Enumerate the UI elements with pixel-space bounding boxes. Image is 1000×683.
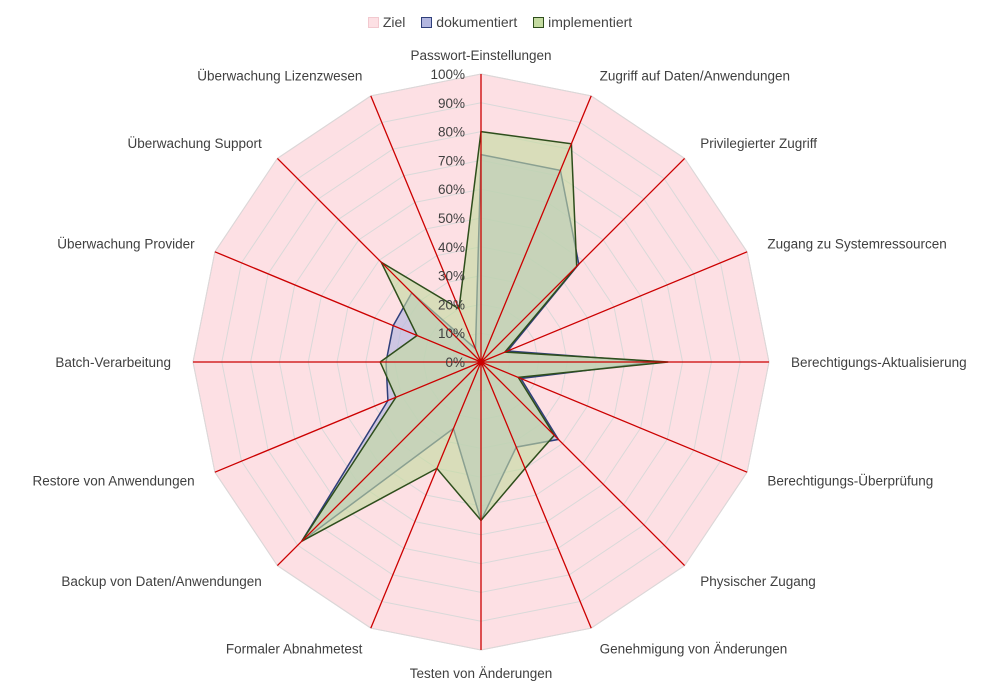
axis-spoke-10 xyxy=(370,361,482,629)
category-label-16: Überwachung Lizenzwesen xyxy=(197,69,362,84)
axis-spoke-4 xyxy=(480,251,748,363)
tick-label-layer: 0% 10% 20% 30% 40% 50% 60% 70% 80% 90% 100% xyxy=(430,67,465,370)
legend-label-ziel: Ziel xyxy=(382,14,406,30)
axis-spoke-3 xyxy=(480,157,686,363)
axis-spoke-14 xyxy=(214,251,482,363)
axis-spoke-6 xyxy=(480,361,748,473)
category-label-11: Backup von Daten/Anwendungen xyxy=(61,574,261,589)
tick-label-10: 10% xyxy=(438,326,465,341)
tick-label-60: 60% xyxy=(438,182,465,197)
category-label-12: Restore von Anwendungen xyxy=(32,474,194,489)
category-label-3: Privilegierter Zugriff xyxy=(700,136,817,151)
category-label-14: Überwachung Provider xyxy=(57,236,195,251)
category-label-8: Genehmigung von Änderungen xyxy=(600,641,788,656)
axis-spoke-16 xyxy=(370,95,482,363)
axis-spoke-2 xyxy=(480,95,592,363)
tick-label-90: 90% xyxy=(438,96,465,111)
legend-swatch-implementiert xyxy=(533,16,545,28)
tick-label-20: 20% xyxy=(438,297,465,312)
axis-spoke-12 xyxy=(214,361,482,473)
category-label-7: Physischer Zugang xyxy=(700,574,816,589)
axis-spoke-15 xyxy=(276,157,482,363)
category-label-1: Passwort-Einstellungen xyxy=(410,48,551,63)
legend-swatch-ziel xyxy=(367,16,379,28)
legend-label-implementiert: implementiert xyxy=(548,14,633,30)
legend-swatch-dokumentiert xyxy=(421,16,433,28)
tick-label-30: 30% xyxy=(438,269,465,284)
tick-label-50: 50% xyxy=(438,211,465,226)
category-label-4: Zugang zu Systemressourcen xyxy=(767,236,946,251)
legend-item-dokumentiert: dokumentiert xyxy=(421,14,517,30)
axis-spoke-8 xyxy=(480,361,592,629)
legend-item-ziel: Ziel xyxy=(367,14,406,30)
legend-label-dokumentiert: dokumentiert xyxy=(436,14,518,30)
category-label-9: Testen von Änderungen xyxy=(410,666,553,681)
tick-label-0: 0% xyxy=(445,355,465,370)
tick-label-40: 40% xyxy=(438,240,465,255)
category-label-10: Formaler Abnahmetest xyxy=(226,641,363,656)
axis-spoke-11 xyxy=(276,361,482,567)
tick-label-70: 70% xyxy=(438,153,465,168)
spoke-layer xyxy=(193,74,769,650)
category-label-13: Batch-Verarbeitung xyxy=(55,355,171,370)
tick-label-80: 80% xyxy=(438,125,465,140)
legend-item-implementiert: implementiert xyxy=(533,14,632,30)
chart-legend: Ziel dokumentiert implementiert xyxy=(0,14,1000,31)
category-label-layer: Passwort-Einstellungen Zugriff auf Daten/… xyxy=(32,48,966,681)
category-label-2: Zugriff auf Daten/Anwendungen xyxy=(600,69,790,84)
category-label-6: Berechtigungs-Überprüfung xyxy=(767,474,933,489)
axis-spoke-7 xyxy=(480,361,686,567)
category-label-5: Berechtigungs-Aktualisierung xyxy=(791,355,967,370)
tick-label-100: 100% xyxy=(430,67,465,82)
category-label-15: Überwachung Support xyxy=(127,136,262,151)
